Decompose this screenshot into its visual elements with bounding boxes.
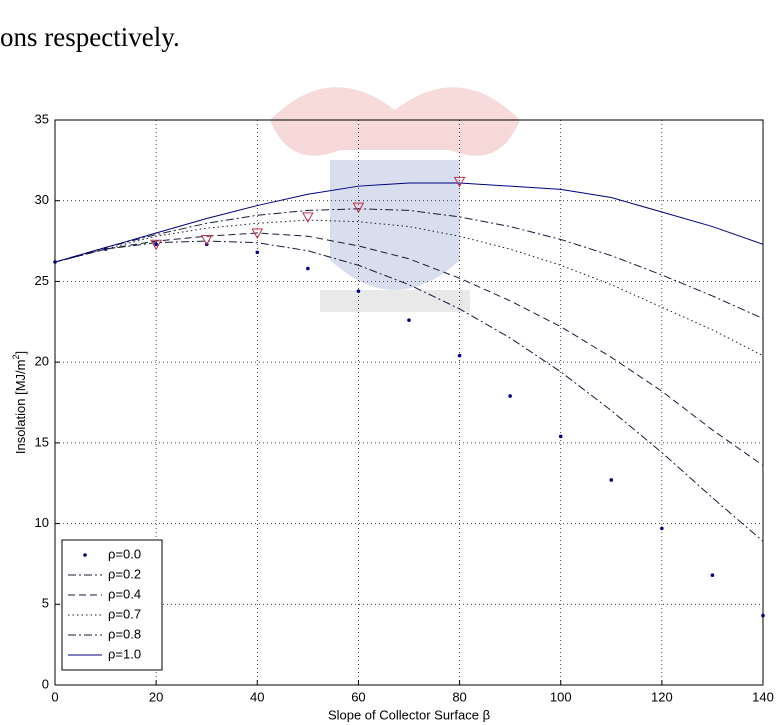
x-tick-label: 80 <box>452 689 466 704</box>
y-tick-label: 0 <box>42 676 49 691</box>
y-tick-label: 5 <box>42 596 49 611</box>
x-tick-label: 20 <box>149 689 163 704</box>
triangle-marker <box>150 239 162 251</box>
data-point <box>255 250 260 255</box>
x-tick-label: 120 <box>651 689 673 704</box>
legend-box <box>61 539 163 671</box>
y-axis-title-end: ] <box>13 351 28 355</box>
data-point <box>710 573 715 578</box>
legend-label: ρ=0.7 <box>108 606 141 621</box>
data-point <box>761 613 765 618</box>
data-point <box>306 266 310 271</box>
data-point <box>407 318 411 322</box>
legend-label: ρ=0.2 <box>108 566 141 581</box>
plot-area <box>54 119 764 686</box>
body-text: ons respectively. <box>0 22 180 52</box>
y-tick-label: 35 <box>35 111 49 126</box>
legend-label: ρ=1.0 <box>108 646 141 661</box>
x-tick-label: 0 <box>51 689 58 704</box>
legend-marker <box>83 553 87 557</box>
y-axis-title-part: Insolation [MJ/m <box>13 359 28 454</box>
legend-label: ρ=0.4 <box>108 586 141 601</box>
triangle-marker <box>453 176 466 188</box>
data-point <box>508 394 512 398</box>
y-axis-title-sup: 2 <box>11 354 21 359</box>
legend-label: ρ=0.8 <box>108 626 141 641</box>
data-line <box>54 208 764 320</box>
y-axis-title: Insolation [MJ/m2] <box>11 351 28 454</box>
y-tick-label: 10 <box>35 515 49 530</box>
data-line <box>54 240 764 542</box>
data-point <box>356 289 361 293</box>
data-line <box>54 182 764 263</box>
y-tick-label: 20 <box>35 354 49 369</box>
y-tick-label: 25 <box>35 273 49 288</box>
watermark <box>270 87 520 312</box>
data-point <box>457 353 462 358</box>
data-point <box>660 526 664 531</box>
x-tick-label: 100 <box>550 689 572 704</box>
legend-label: ρ=0.0 <box>108 546 141 561</box>
y-tick-label: 30 <box>35 192 49 207</box>
y-tick-label: 15 <box>35 434 49 449</box>
x-tick-label: 140 <box>752 689 774 704</box>
triangle-marker <box>251 228 264 240</box>
x-axis-title: Slope of Collector Surface β <box>328 707 490 722</box>
data-point <box>558 434 563 439</box>
x-tick-label: 60 <box>351 689 365 704</box>
data-point <box>609 478 614 482</box>
x-tick-label: 40 <box>250 689 264 704</box>
triangle-marker <box>302 212 314 223</box>
triangle-marker <box>200 234 213 246</box>
triangle-marker <box>352 202 365 214</box>
data-point <box>154 242 158 247</box>
